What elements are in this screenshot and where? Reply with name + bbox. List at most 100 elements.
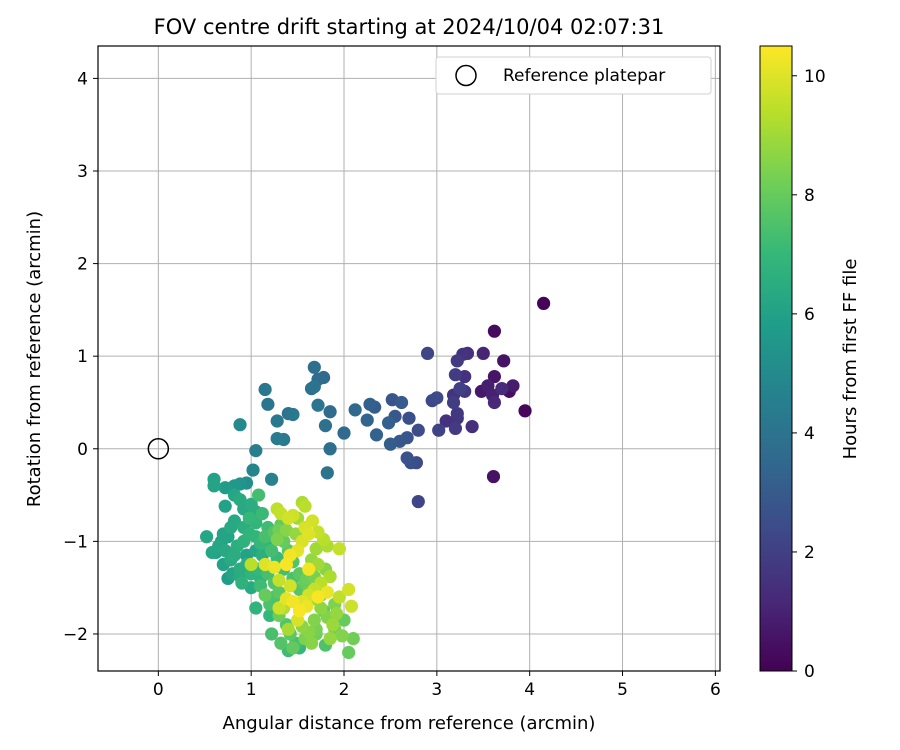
data-point [346, 631, 360, 646]
y-tick-label: 2 [77, 255, 88, 275]
colorbar-tick-label: 4 [804, 424, 815, 444]
legend-box [435, 56, 712, 95]
y-tick-label: −1 [63, 532, 88, 552]
x-tick-label: 5 [617, 680, 628, 700]
y-axis-label: Rotation from reference (arcmin) [24, 211, 45, 507]
colorbar-tick-label: 2 [804, 543, 815, 563]
data-points [200, 296, 551, 660]
data-point [267, 560, 281, 574]
data-point [270, 532, 284, 547]
data-point [383, 437, 398, 451]
data-point [487, 395, 502, 410]
data-point [448, 368, 463, 382]
data-point [272, 601, 286, 615]
data-point [304, 636, 319, 650]
data-point [518, 404, 532, 418]
data-point [307, 613, 321, 627]
data-point [506, 379, 520, 393]
colorbar: 0 2 4 6 8 10 Hours from first FF file [759, 45, 861, 682]
x-axis-label: Angular distance from reference (arcmin) [223, 713, 596, 734]
data-point [402, 411, 416, 425]
data-point [283, 579, 297, 593]
data-point [311, 590, 325, 604]
x-tick-label: 3 [431, 680, 442, 700]
data-point [381, 416, 396, 430]
data-point [323, 442, 337, 456]
chart-title: FOV centre drift starting at 2024/10/04 … [154, 15, 665, 39]
data-point [258, 588, 272, 602]
colorbar-tick-label: 6 [804, 305, 815, 325]
data-point [323, 631, 337, 646]
data-point [323, 405, 337, 419]
data-point [360, 413, 374, 427]
data-point [394, 395, 409, 410]
x-tick-label: 4 [524, 680, 535, 700]
data-point [420, 346, 435, 361]
data-point [265, 544, 279, 558]
data-point [332, 542, 346, 556]
data-point [369, 428, 384, 442]
y-tick-label: 0 [77, 440, 88, 460]
data-point [200, 530, 214, 544]
data-point [298, 499, 312, 513]
data-point [302, 562, 316, 576]
data-point [497, 354, 511, 368]
data-point [476, 346, 490, 361]
data-point [235, 576, 249, 590]
plot-frame [97, 45, 721, 672]
data-point [261, 397, 275, 411]
x-tick-label: 2 [339, 680, 350, 700]
data-point [335, 629, 349, 643]
data-point [233, 493, 247, 507]
y-tick-label: 4 [77, 69, 88, 89]
data-point [363, 397, 377, 411]
data-point [307, 380, 321, 394]
data-point [344, 599, 359, 613]
data-point [430, 391, 444, 405]
data-point [446, 395, 461, 410]
data-point [207, 479, 221, 493]
data-point [439, 414, 453, 428]
data-point [311, 398, 325, 412]
data-point [205, 545, 219, 560]
colorbar-tick-label: 0 [804, 662, 815, 682]
data-point [258, 382, 272, 397]
data-point [329, 606, 344, 621]
data-point [323, 569, 337, 584]
x-tick-label: 0 [153, 680, 164, 700]
x-tick-label: 1 [246, 680, 257, 700]
colorbar-tick-label: 8 [804, 186, 815, 206]
legend-marker [455, 64, 477, 87]
data-point [233, 418, 247, 432]
data-point [309, 542, 323, 556]
data-point [270, 431, 284, 446]
data-point [411, 423, 425, 437]
data-point [337, 426, 351, 440]
data-point [242, 511, 256, 525]
colorbar-gradient [759, 45, 793, 672]
data-point [314, 601, 328, 615]
data-point [332, 590, 346, 604]
data-point [286, 594, 300, 609]
data-point [453, 381, 467, 396]
data-point [342, 582, 356, 597]
data-point [307, 360, 321, 374]
data-point [270, 414, 284, 428]
data-point [249, 444, 263, 458]
data-point [252, 488, 266, 502]
data-point [537, 296, 551, 311]
data-point [411, 494, 425, 509]
y-tick-label: −2 [63, 625, 88, 645]
y-tick-label: 1 [77, 347, 88, 367]
data-point [318, 419, 333, 433]
data-point [249, 601, 263, 615]
data-point [246, 463, 260, 477]
data-point [281, 511, 295, 525]
data-point [218, 481, 232, 495]
legend: Reference platepar [435, 56, 712, 95]
data-point [255, 506, 269, 521]
data-point [320, 466, 334, 480]
data-point [244, 557, 258, 572]
colorbar-ticks: 0 2 4 6 8 10 [792, 67, 826, 682]
